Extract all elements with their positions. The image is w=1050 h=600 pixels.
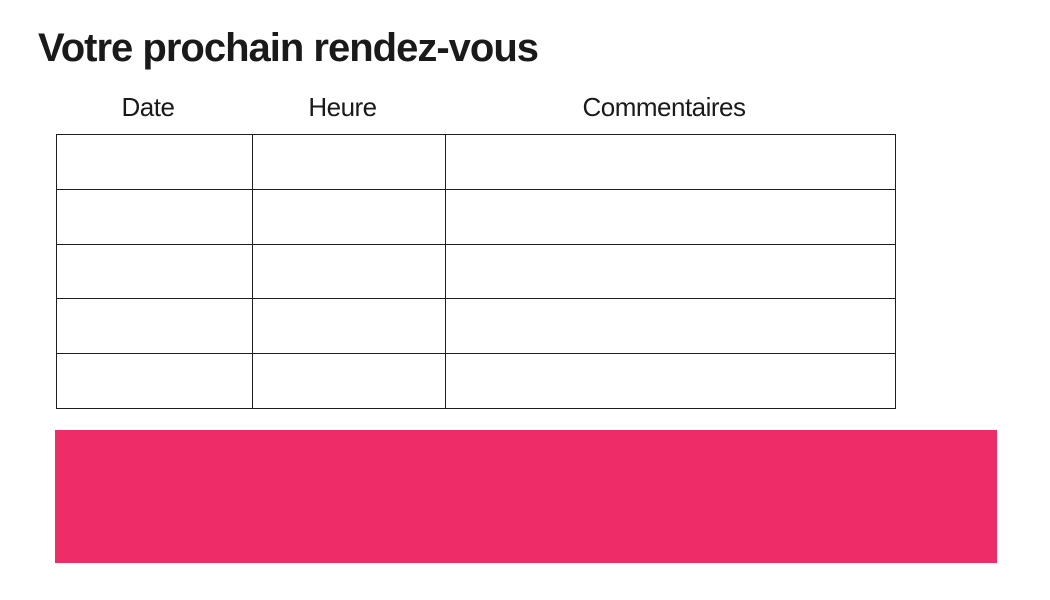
table-cell-heure bbox=[252, 243, 446, 300]
table-row bbox=[56, 134, 896, 190]
table-cell-date bbox=[56, 243, 253, 300]
table-cell-heure bbox=[252, 353, 446, 409]
table-row bbox=[56, 188, 896, 245]
table-cell-commentaires bbox=[445, 353, 896, 409]
table-cell-commentaires bbox=[445, 243, 896, 300]
column-header-heure: Heure bbox=[308, 92, 377, 122]
table-cell-commentaires bbox=[445, 134, 896, 190]
table-row bbox=[56, 243, 896, 300]
table-cell-date bbox=[56, 188, 253, 245]
table-cell-commentaires bbox=[445, 188, 896, 245]
table-cell-date bbox=[56, 134, 253, 190]
table-cell-heure bbox=[252, 134, 446, 190]
table-cell-date bbox=[56, 353, 253, 409]
appointments-table bbox=[56, 134, 896, 409]
table-cell-date bbox=[56, 298, 253, 355]
column-header-commentaires: Commentaires bbox=[582, 92, 746, 122]
highlight-banner bbox=[55, 430, 997, 563]
table-cell-heure bbox=[252, 188, 446, 245]
page-title: Votre prochain rendez-vous bbox=[38, 26, 539, 70]
table-row bbox=[56, 298, 896, 355]
table-cell-commentaires bbox=[445, 298, 896, 355]
table-row bbox=[56, 353, 896, 409]
table-cell-heure bbox=[252, 298, 446, 355]
column-header-date: Date bbox=[121, 92, 175, 122]
table-column-headers: Date Heure Commentaires bbox=[50, 92, 889, 122]
